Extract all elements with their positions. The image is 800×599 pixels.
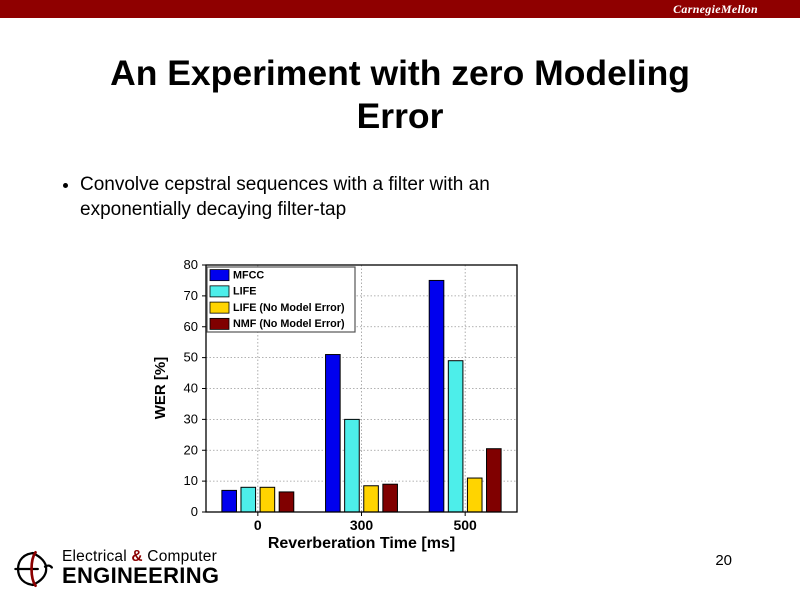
svg-text:WER [%]: WER [%] <box>152 357 169 420</box>
svg-text:0: 0 <box>254 517 262 533</box>
svg-text:LIFE: LIFE <box>233 286 256 298</box>
svg-text:0: 0 <box>191 504 198 519</box>
svg-text:40: 40 <box>184 381 198 396</box>
svg-text:NMF (No Model Error): NMF (No Model Error) <box>233 318 345 330</box>
svg-text:500: 500 <box>453 517 477 533</box>
svg-text:MFCC: MFCC <box>233 269 264 281</box>
svg-text:60: 60 <box>184 319 198 334</box>
svg-text:80: 80 <box>184 257 198 272</box>
svg-text:30: 30 <box>184 411 198 426</box>
svg-text:50: 50 <box>184 350 198 365</box>
svg-text:10: 10 <box>184 473 198 488</box>
svg-text:300: 300 <box>350 517 374 533</box>
svg-text:LIFE (No Model Error): LIFE (No Model Error) <box>233 302 345 314</box>
svg-text:Reverberation Time [ms]: Reverberation Time [ms] <box>268 535 455 552</box>
svg-text:20: 20 <box>184 442 198 457</box>
svg-text:70: 70 <box>184 288 198 303</box>
